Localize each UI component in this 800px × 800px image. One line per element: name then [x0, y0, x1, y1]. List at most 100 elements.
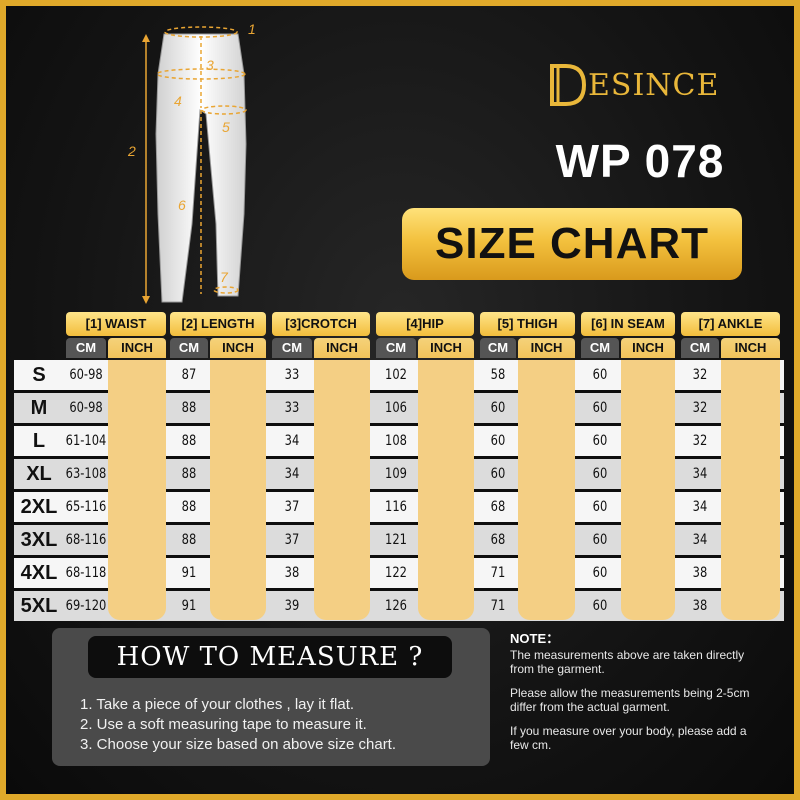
row-separator — [14, 522, 784, 525]
label-4: 4 — [174, 93, 182, 109]
row-separator — [14, 390, 784, 393]
cm-cell: 60 — [592, 532, 608, 548]
row-separator — [14, 555, 784, 558]
cm-cell: 60 — [592, 400, 608, 416]
cm-cell: 106 — [385, 400, 407, 416]
cm-cell: 58 — [490, 367, 506, 383]
cm-cell: 88 — [181, 532, 197, 548]
size-label: M — [30, 397, 48, 419]
label-6: 6 — [178, 197, 186, 213]
logo-d-icon — [550, 64, 587, 106]
note-line-2: Please allow the measurements being 2-5c… — [510, 686, 750, 714]
label-3: 3 — [206, 57, 214, 73]
brand-name: ESINCE — [588, 68, 720, 103]
inch-column-bg — [721, 360, 780, 620]
cm-cell: 60-98 — [69, 400, 103, 416]
cm-cell: 60-98 — [69, 367, 103, 383]
cm-cell: 34 — [692, 499, 708, 515]
subheader-cm: CM — [681, 338, 719, 358]
cm-cell: 68-118 — [65, 565, 107, 581]
subheader-inch: INCH — [621, 338, 675, 358]
cm-cell: 69-120 — [65, 598, 107, 614]
subheader-inch: INCH — [518, 338, 575, 358]
cm-cell: 34 — [692, 466, 708, 482]
cm-cell: 71 — [490, 598, 506, 614]
measure-step-1: 1. Take a piece of your clothes , lay it… — [80, 696, 355, 713]
cm-cell: 37 — [284, 532, 300, 548]
cm-cell: 116 — [385, 499, 407, 515]
size-chart-title: SIZE CHART — [402, 208, 742, 280]
cm-cell: 60 — [592, 598, 608, 614]
cm-cell: 61-104 — [65, 433, 107, 449]
row-separator — [14, 423, 784, 426]
cm-cell: 34 — [692, 532, 708, 548]
cm-cell: 88 — [181, 433, 197, 449]
cm-cell: 60 — [490, 400, 506, 416]
label-7: 7 — [220, 269, 229, 285]
size-label: L — [32, 430, 46, 452]
label-1: 1 — [248, 21, 256, 37]
cm-cell: 60 — [490, 433, 506, 449]
brand-logo: ESINCE — [548, 62, 738, 110]
size-table: S60-9823.6-38.58734.23312.910240.15822.8… — [14, 312, 784, 621]
size-label: XL — [26, 463, 52, 485]
cm-cell: 38 — [692, 565, 708, 581]
pants-diagram: 1 2 3 4 5 6 7 — [127, 21, 256, 304]
cm-cell: 38 — [692, 598, 708, 614]
subheader-inch: INCH — [721, 338, 780, 358]
cm-cell: 126 — [385, 598, 407, 614]
measure-step-2: 2. Use a soft measuring tape to measure … — [80, 716, 367, 733]
column-header: [7] ANKLE — [681, 312, 780, 336]
subheader-inch: INCH — [418, 338, 474, 358]
cm-cell: 33 — [284, 400, 300, 416]
subheader-cm: CM — [376, 338, 416, 358]
inch-column-bg — [418, 360, 474, 620]
cm-cell: 60 — [592, 433, 608, 449]
cm-cell: 32 — [692, 433, 708, 449]
column-header: [6] IN SEAM — [581, 312, 675, 336]
column-header: [1] WAIST — [66, 312, 166, 336]
column-header: [4]HIP — [376, 312, 474, 336]
cm-cell: 65-116 — [65, 499, 107, 515]
measure-step-3: 3. Choose your size based on above size … — [80, 736, 397, 753]
column-header: [5] THIGH — [480, 312, 575, 336]
inch-column-bg — [314, 360, 370, 620]
cm-cell: 68 — [490, 499, 506, 515]
note-line-3: If you measure over your body, please ad… — [510, 724, 747, 752]
subheader-inch: INCH — [108, 338, 166, 358]
cm-cell: 60 — [592, 367, 608, 383]
subheader-cm: CM — [480, 338, 516, 358]
size-label: 4XL — [20, 562, 58, 584]
cm-cell: 60 — [490, 466, 506, 482]
size-label: 2XL — [20, 496, 58, 518]
column-header: [2] LENGTH — [170, 312, 266, 336]
inch-column-bg — [621, 360, 675, 620]
cm-cell: 88 — [181, 499, 197, 515]
note-title: NOTE： — [510, 631, 560, 646]
cm-cell: 34 — [284, 466, 300, 482]
cm-cell: 108 — [385, 433, 407, 449]
cm-cell: 88 — [181, 400, 197, 416]
subheader-cm: CM — [170, 338, 208, 358]
cm-cell: 39 — [284, 598, 300, 614]
subheader-inch: INCH — [210, 338, 266, 358]
cm-cell: 60 — [592, 565, 608, 581]
cm-cell: 91 — [181, 598, 197, 614]
cm-cell: 71 — [490, 565, 506, 581]
cm-cell: 34 — [284, 433, 300, 449]
note-line-1: The measurements above are taken directl… — [510, 648, 745, 676]
row-separator — [14, 588, 784, 591]
label-5: 5 — [222, 119, 230, 135]
cm-cell: 88 — [181, 466, 197, 482]
inch-column-bg — [108, 360, 166, 620]
size-label: 5XL — [20, 595, 58, 617]
cm-cell: 109 — [385, 466, 407, 482]
subheader-inch: INCH — [314, 338, 370, 358]
inch-column-bg — [210, 360, 266, 620]
how-to-measure-title: HOW TO MEASURE ? — [88, 636, 452, 678]
cm-cell: 33 — [284, 367, 300, 383]
row-separator — [14, 489, 784, 492]
subheader-cm: CM — [66, 338, 106, 358]
cm-cell: 68-116 — [65, 532, 107, 548]
cm-cell: 60 — [592, 499, 608, 515]
